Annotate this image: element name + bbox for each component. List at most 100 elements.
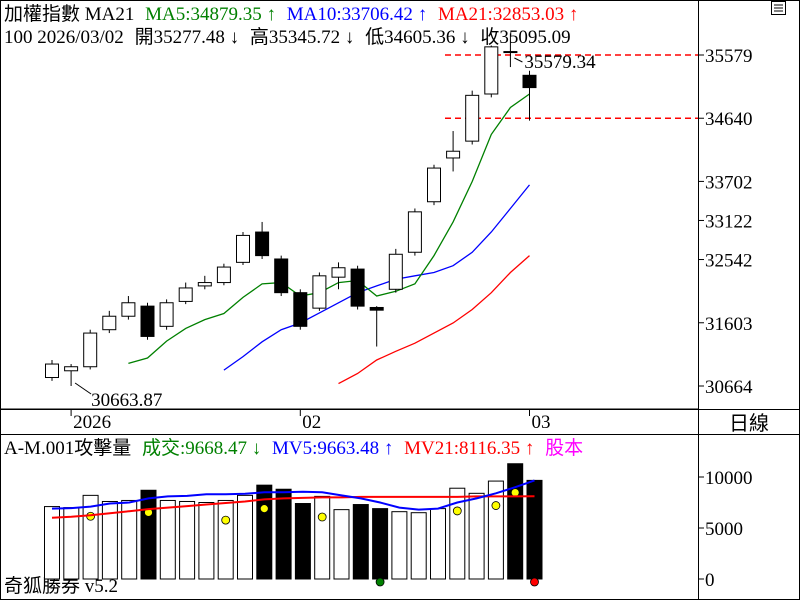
volume-bar	[179, 500, 196, 580]
volume-bar-5	[140, 489, 157, 580]
ma10-label: MA10:33706.42	[287, 4, 413, 25]
volume-bar	[121, 499, 138, 580]
signal-dot	[259, 504, 269, 514]
mv21-line	[51, 495, 535, 519]
candle-body	[197, 282, 212, 287]
share-capital-label: 股本	[545, 437, 583, 459]
volume-tick-label: 5000	[705, 519, 743, 540]
volume-bar	[410, 512, 427, 580]
candle-body	[236, 234, 250, 263]
ma5-label: MA5:34879.35	[145, 4, 262, 25]
header-row-1: 加權指數 MA21 MA5:34879.35 ↑ MA10:33706.42 ↑…	[4, 3, 578, 25]
candle-body	[121, 302, 136, 317]
signal-dot	[221, 515, 231, 525]
volume-bar-20	[430, 508, 446, 580]
candle-19	[407, 208, 422, 256]
open-arrow-icon: ↓	[230, 27, 240, 48]
candle-body	[407, 211, 422, 253]
volume-bar-9	[217, 499, 234, 580]
volume-bar-16	[352, 504, 369, 580]
volume-bar-11	[256, 484, 273, 580]
candle-body	[159, 302, 174, 327]
candle-body	[427, 167, 441, 203]
volume-tick-label: 10000	[705, 468, 753, 489]
high-value: 高35345.72	[250, 26, 340, 48]
candle-body	[312, 275, 327, 309]
max-label-pointer	[514, 57, 523, 63]
candle-10	[236, 232, 250, 266]
volume-bar-22	[468, 492, 485, 580]
max-price-label: 35579.34	[524, 52, 596, 73]
volume-bar	[237, 494, 253, 580]
mv5-label: MV5:9663.48	[272, 438, 379, 459]
close-button[interactable]	[771, 1, 786, 15]
price-tick-label: 33702	[705, 172, 753, 193]
volume-bar-13	[294, 503, 311, 580]
volume-bar	[198, 502, 215, 580]
candlesticks	[45, 33, 537, 386]
candle-21	[446, 131, 461, 172]
price-tick-label: 35579	[705, 46, 753, 67]
mv21-arrow-icon: ↑	[525, 438, 535, 459]
ma10-line	[223, 184, 531, 371]
candle-12	[274, 255, 289, 297]
candle-body	[484, 46, 499, 95]
candle-20	[427, 164, 441, 206]
volume-bar-7	[179, 500, 196, 580]
volume-bar-12	[275, 488, 292, 580]
date-info: 100 2026/03/02	[4, 27, 124, 48]
price-tick-label: 32542	[705, 251, 753, 272]
volume-bar-21	[449, 487, 466, 580]
volume-tick-label: 0	[705, 570, 715, 591]
date-tick-label: 02	[302, 412, 321, 433]
ma10-arrow-icon: ↑	[418, 4, 428, 25]
volume-bar-6	[159, 499, 176, 580]
volume-value: 成交:9668.47	[142, 437, 247, 459]
ma21-arrow-icon: ↑	[569, 4, 579, 25]
software-label: 奇狐勝券 v5.2	[4, 575, 118, 597]
high-arrow-icon: ↓	[345, 27, 355, 48]
volume-bar	[314, 495, 331, 580]
ma5-line	[128, 93, 530, 365]
volume-bar-24	[507, 463, 524, 580]
chart-title: 加權指數 MA21	[4, 3, 134, 25]
candle-body	[503, 51, 518, 54]
price-axis: 30664 31603 32542 33122 33702 34640 35579	[698, 46, 753, 398]
candle-9	[216, 263, 231, 286]
volume-bar-19	[410, 512, 427, 580]
volume-axis: 0 5000 10000	[698, 468, 753, 591]
volume-bar	[526, 479, 543, 580]
candle-body	[388, 253, 403, 290]
low-arrow-icon: ↓	[460, 27, 470, 48]
date-axis: 2026 02 03	[0, 408, 698, 433]
candle-22	[465, 90, 480, 145]
volume-bar	[140, 489, 157, 580]
volume-bar	[333, 509, 350, 580]
candle-5	[140, 302, 155, 340]
signal-dot	[510, 488, 520, 497]
mv21-label: MV21:8116.35	[404, 438, 520, 459]
volume-bar	[391, 511, 408, 580]
volume-bar-1	[63, 507, 80, 580]
signal-dot	[491, 501, 501, 510]
close-value: 收35095.09	[480, 26, 570, 48]
candle-body	[274, 258, 289, 294]
candle-16	[350, 265, 365, 310]
mv5-line	[51, 479, 535, 511]
volume-bar	[217, 499, 234, 580]
candle-14	[312, 272, 327, 311]
candle-18	[388, 248, 403, 293]
candle-body	[350, 268, 365, 307]
price-tick-label: 30664	[705, 377, 753, 398]
period-label[interactable]: 日線	[729, 412, 769, 435]
candle-15	[331, 262, 346, 290]
mv5-arrow-icon: ↑	[384, 438, 394, 459]
candle-body	[83, 332, 98, 368]
candle-11	[255, 221, 270, 259]
price-tick-label: 31603	[705, 314, 753, 335]
candle-body	[140, 305, 155, 337]
signal-dot	[452, 506, 462, 516]
candle-body	[45, 363, 59, 379]
